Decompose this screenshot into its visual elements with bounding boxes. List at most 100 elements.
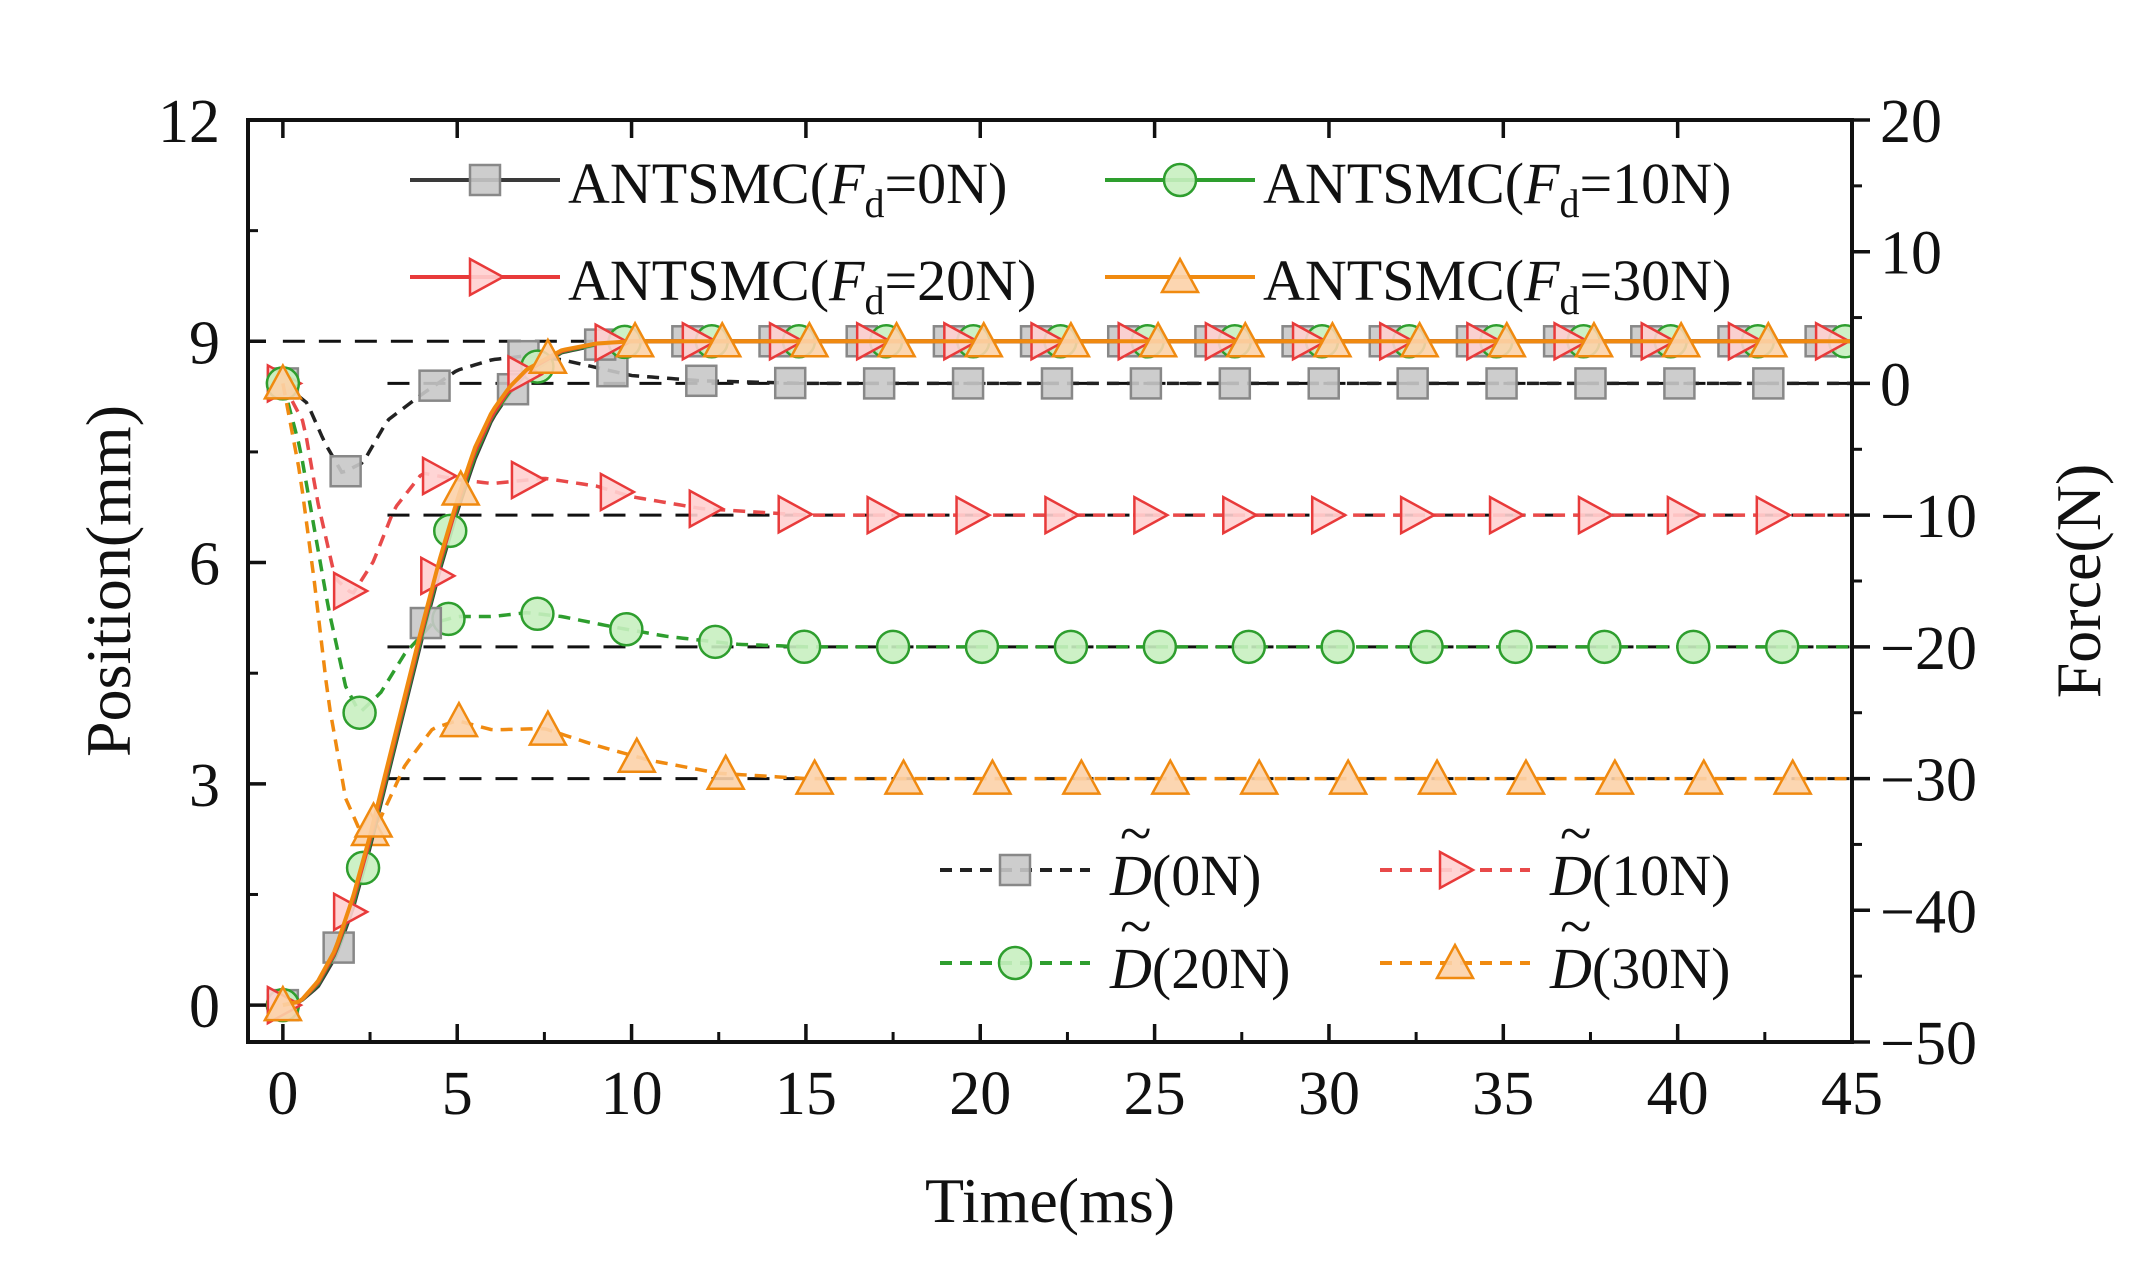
force-marker bbox=[342, 695, 377, 730]
legend-marker bbox=[1434, 942, 1476, 980]
x-tick-label: 5 bbox=[442, 1060, 473, 1128]
force-marker bbox=[964, 629, 1000, 665]
position-marker bbox=[1486, 320, 1527, 358]
legend-item: ~D(30N) bbox=[1380, 894, 1730, 1001]
force-marker bbox=[794, 757, 835, 795]
position-marker bbox=[1225, 320, 1266, 358]
force-marker bbox=[1053, 629, 1089, 665]
y2-tick-label: −20 bbox=[1880, 615, 1977, 683]
x-tick-label: 15 bbox=[775, 1060, 837, 1128]
position-marker bbox=[1050, 320, 1092, 358]
force-marker bbox=[1416, 757, 1458, 795]
force-marker bbox=[1218, 367, 1252, 400]
position-marker bbox=[1137, 320, 1179, 358]
x-tick-label: 20 bbox=[949, 1060, 1011, 1128]
force-marker bbox=[1498, 629, 1533, 665]
legend-label: ANTSMC(Fd=0N) bbox=[568, 151, 1007, 226]
legend-item: ANTSMC(Fd=10N) bbox=[1105, 151, 1731, 226]
force-marker bbox=[1587, 629, 1622, 665]
force-marker bbox=[862, 367, 896, 400]
force-marker bbox=[1222, 495, 1259, 536]
legend-marker bbox=[997, 945, 1033, 981]
force-marker bbox=[1755, 495, 1793, 536]
force-marker bbox=[609, 612, 644, 647]
legend-label: ANTSMC(Fd=20N) bbox=[568, 248, 1036, 323]
y2-axis-title: Force(N) bbox=[2043, 464, 2114, 699]
force-marker bbox=[685, 364, 718, 398]
force-marker bbox=[332, 570, 370, 612]
legend-tilde: ~ bbox=[1120, 894, 1151, 959]
y-tick-label: 0 bbox=[189, 973, 220, 1041]
x-tick-label: 35 bbox=[1472, 1060, 1534, 1128]
x-tick-label: 10 bbox=[601, 1060, 663, 1128]
force-marker bbox=[875, 629, 911, 665]
force-marker bbox=[1133, 495, 1170, 536]
legend-tilde: ~ bbox=[1560, 894, 1591, 959]
force-marker bbox=[1752, 367, 1785, 400]
force-marker bbox=[599, 471, 637, 513]
force-marker bbox=[596, 354, 629, 388]
x-tick-label: 25 bbox=[1124, 1060, 1186, 1128]
force-marker bbox=[1683, 757, 1724, 795]
legend-item: ~D(0N) bbox=[940, 801, 1261, 908]
force-marker bbox=[786, 629, 822, 665]
force-marker bbox=[1231, 629, 1267, 665]
force-marker bbox=[1396, 367, 1429, 400]
legend: ANTSMC(Fd=0N) ANTSMC(Fd=10N) ANTSMC(Fd=20N… bbox=[410, 151, 1731, 1001]
force-marker bbox=[520, 596, 555, 632]
force-marker bbox=[773, 366, 807, 400]
force-marker bbox=[705, 753, 746, 790]
x-tick-label: 45 bbox=[1821, 1060, 1883, 1128]
force-marker bbox=[616, 736, 657, 774]
force-marker bbox=[1488, 495, 1526, 536]
position-marker bbox=[527, 337, 568, 375]
force-marker bbox=[329, 454, 362, 488]
force-marker bbox=[527, 709, 568, 746]
y2-tick-label: −40 bbox=[1880, 878, 1977, 946]
y-tick-label: 6 bbox=[189, 531, 220, 599]
force-marker bbox=[866, 495, 904, 536]
force-marker bbox=[1594, 757, 1635, 795]
position-marker bbox=[507, 354, 545, 395]
force-marker bbox=[1663, 367, 1696, 400]
force-marker bbox=[1320, 629, 1355, 665]
force-marker bbox=[883, 757, 924, 795]
force-marker bbox=[688, 488, 726, 529]
position-marker bbox=[1573, 320, 1615, 358]
force-marker bbox=[1307, 367, 1340, 400]
force-marker bbox=[438, 700, 480, 738]
force-marker bbox=[1574, 367, 1607, 400]
legend-label: ANTSMC(Fd=10N) bbox=[1263, 151, 1731, 226]
legend-label: D(30N) bbox=[1549, 936, 1730, 1001]
x-tick-label: 40 bbox=[1647, 1060, 1709, 1128]
y2-tick-label: −10 bbox=[1880, 483, 1977, 551]
force-marker bbox=[262, 362, 303, 400]
y2-tick-label: 0 bbox=[1880, 351, 1911, 419]
legend-label: D(10N) bbox=[1549, 843, 1730, 908]
position-marker bbox=[963, 320, 1004, 358]
force-marker bbox=[1044, 495, 1082, 536]
legend-label: D(0N) bbox=[1109, 843, 1261, 908]
y2-tick-label: 10 bbox=[1880, 220, 1942, 288]
position-marker bbox=[614, 320, 656, 358]
x-tick-label: 0 bbox=[267, 1060, 298, 1128]
legend-item: ~D(10N) bbox=[1380, 801, 1730, 908]
force-marker bbox=[421, 455, 459, 497]
position-marker bbox=[876, 320, 917, 358]
force-marker bbox=[1485, 367, 1518, 400]
legend-marker bbox=[1159, 256, 1201, 294]
legend-item: ANTSMC(Fd=20N) bbox=[410, 248, 1036, 323]
force-marker bbox=[1409, 629, 1444, 665]
y2-tick-label: −50 bbox=[1880, 1010, 1977, 1078]
x-axis-title: Time(ms) bbox=[925, 1165, 1175, 1236]
force-marker bbox=[1772, 757, 1813, 795]
legend-label: D(20N) bbox=[1109, 936, 1290, 1001]
force-marker bbox=[1505, 757, 1547, 795]
position-marker bbox=[1312, 320, 1353, 358]
force-marker bbox=[1142, 629, 1178, 665]
force-marker bbox=[955, 495, 993, 536]
force-marker bbox=[1239, 757, 1280, 795]
force-marker bbox=[1666, 495, 1704, 536]
force-marker bbox=[1577, 495, 1615, 536]
legend-marker bbox=[468, 163, 502, 197]
